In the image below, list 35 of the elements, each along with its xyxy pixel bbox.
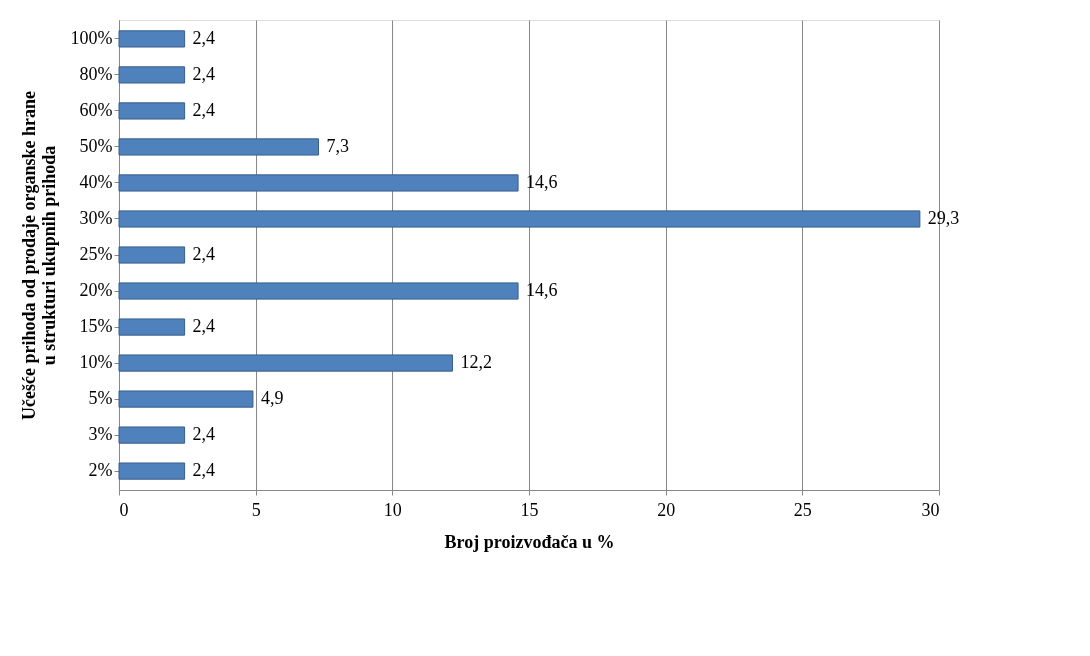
y-tick-label: 30% [79, 207, 113, 228]
y-tick-label: 15% [79, 316, 113, 337]
y-tick-label: 10% [79, 352, 113, 373]
x-tick-label: 20 [657, 499, 676, 520]
x-tick-label: 25 [793, 499, 812, 520]
y-tick-label: 5% [88, 388, 113, 409]
data-label: 4,9 [260, 388, 284, 409]
y-tick-label: 60% [79, 99, 113, 120]
y-tick-label: 50% [79, 135, 113, 156]
y-tick-label: 100% [70, 27, 113, 48]
data-label: 2,4 [192, 460, 216, 481]
y-tick-label: 2% [88, 460, 113, 481]
x-tick-label: 0 [119, 499, 129, 520]
data-label: 14,6 [526, 171, 558, 192]
x-tick-label: 15 [520, 499, 539, 520]
data-label: 2,4 [192, 63, 216, 84]
y-axis-title: Učešće prihoda od prodaje organske hrane u strukturi ukupnih prihoda [18, 90, 59, 421]
y-tick-label: 80% [79, 63, 113, 84]
x-tick-label: 5 [251, 499, 261, 520]
data-label: 12,2 [460, 352, 492, 373]
data-label: 2,4 [192, 424, 216, 445]
x-axis-title: Broj proizvođača u % [444, 531, 615, 552]
data-label: 2,4 [192, 316, 216, 337]
data-label: 2,4 [192, 27, 216, 48]
data-label: 2,4 [192, 99, 216, 120]
x-tick-label: 30 [921, 499, 940, 520]
data-label: 29,3 [927, 207, 960, 228]
x-tick-label: 10 [383, 499, 402, 520]
data-label: 14,6 [526, 280, 558, 301]
data-label: 2,4 [192, 244, 216, 264]
y-tick-label: 25% [79, 244, 113, 264]
y-tick-label: 20% [79, 280, 113, 301]
y-tick-label: 40% [79, 171, 113, 192]
data-label: 7,3 [326, 135, 350, 156]
y-tick-label: 3% [88, 424, 113, 445]
